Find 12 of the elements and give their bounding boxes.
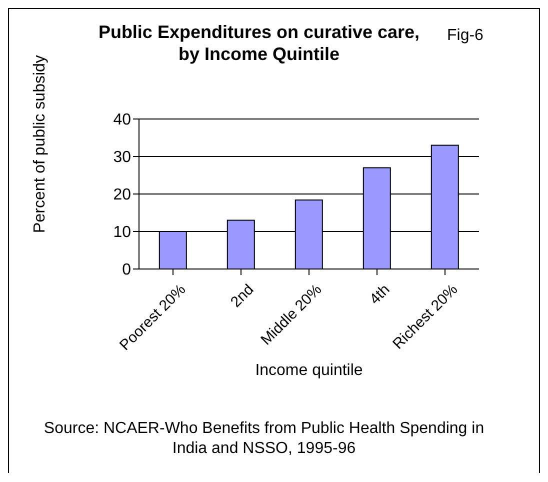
chart-title: Public Expenditures on curative care, by Income Quintile xyxy=(97,21,421,65)
x-tick-label: 2nd xyxy=(227,281,258,311)
y-tick-label: 40 xyxy=(113,112,132,129)
y-tick-label: 10 xyxy=(113,224,132,242)
y-tick-label: 30 xyxy=(113,149,132,166)
y-tick-label: 20 xyxy=(113,186,132,204)
y-axis-title: Percent of public subsidy xyxy=(32,55,49,233)
x-tick-label: 4th xyxy=(366,281,394,308)
text: Fig-6 xyxy=(447,27,484,45)
source-note: Source: NCAER-Who Benefits from Public Health Spending in India and NSSO, 1995-96 xyxy=(42,419,486,459)
x-axis-title: Income quintile xyxy=(255,362,363,379)
y-tick-label: 0 xyxy=(122,262,132,279)
